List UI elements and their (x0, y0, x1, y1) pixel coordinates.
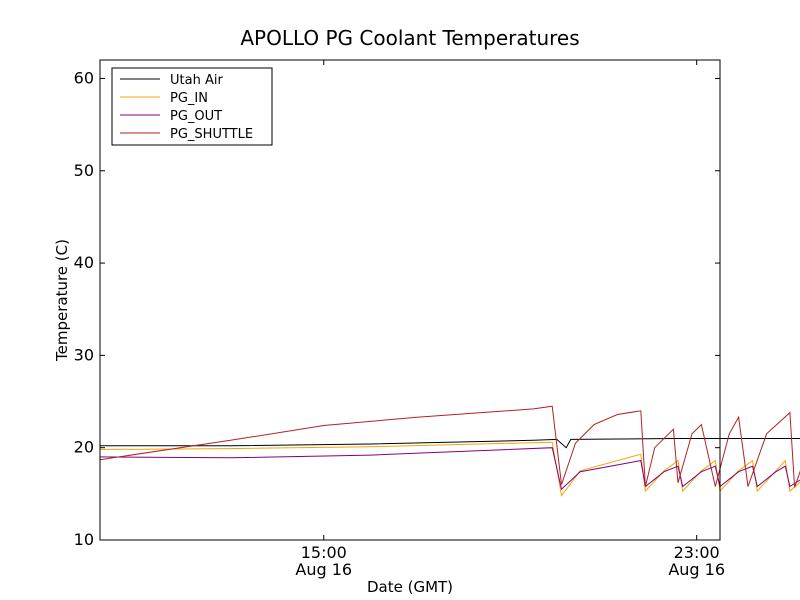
x-tick-label-date: Aug 16 (295, 560, 352, 579)
y-tick-label: 30 (74, 345, 94, 364)
y-axis-label: Temperature (C) (53, 239, 71, 362)
x-tick-label-date: Aug 16 (668, 560, 725, 579)
y-tick-label: 40 (74, 253, 94, 272)
legend-label: PG_IN (170, 91, 208, 106)
y-tick-label: 10 (74, 530, 94, 549)
x-axis-label: Date (GMT) (367, 578, 453, 596)
legend: Utah Air PG_IN PG_OUT PG_SHUTTLE (111, 67, 273, 146)
y-tick-label: 60 (74, 68, 94, 87)
y-tick-label: 20 (74, 438, 94, 457)
series-line-pg-in (99, 441, 800, 497)
chart-title: APOLLO PG Coolant Temperatures (240, 26, 579, 50)
legend-label: PG_OUT (170, 109, 222, 124)
series-layer (99, 405, 800, 497)
x-tick-label-time: 15:00 (301, 543, 347, 562)
plot-frame (99, 59, 721, 541)
legend-label: Utah Air (170, 73, 223, 88)
series-line-pg-out (99, 447, 800, 491)
series-line-utah-air (100, 438, 800, 449)
series-line-pg-shuttle (99, 405, 800, 488)
legend-label: PG_SHUTTLE (170, 127, 253, 142)
x-tick-label-time: 23:00 (674, 543, 720, 562)
y-tick-label: 50 (74, 161, 94, 180)
legend-box (111, 67, 273, 146)
